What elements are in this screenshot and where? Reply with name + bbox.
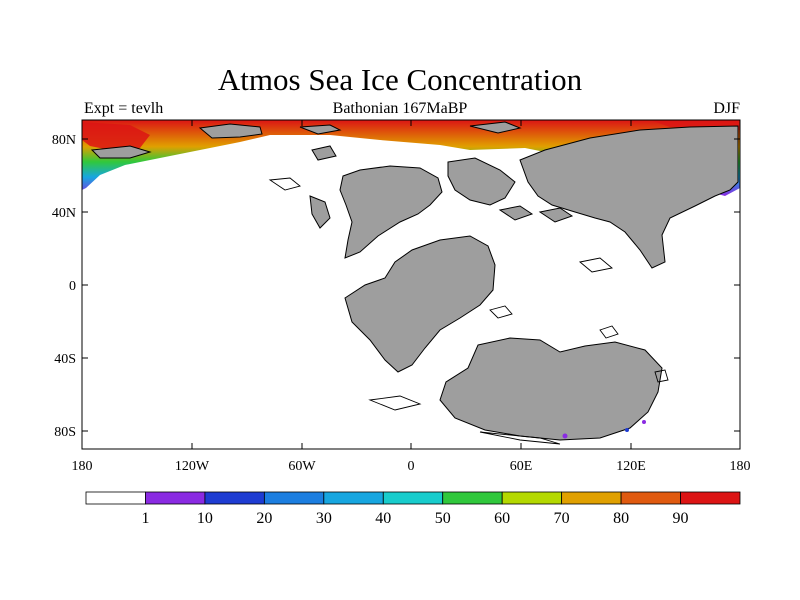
landmass-south-america-africa (344, 235, 496, 373)
colorbar-label-4: 40 (375, 510, 391, 527)
island-tethys-1 (498, 205, 534, 221)
shelf-outline-1 (268, 177, 301, 191)
colorbar-label-2: 20 (256, 510, 272, 527)
colorbar-box-5 (382, 491, 444, 505)
arctic-island-4 (469, 121, 522, 134)
lat-label-80n: 80N (52, 133, 76, 148)
experiment-label: Expt = tevlh (84, 100, 164, 117)
island-tethys-2 (538, 207, 574, 223)
map-content (82, 120, 740, 445)
sea-ice-band (82, 120, 740, 196)
shelf-outline-2 (368, 395, 422, 411)
colorbar-box-1 (145, 491, 206, 505)
shelf-outline-4 (578, 257, 614, 273)
lon-label-180w: 180 (72, 459, 93, 474)
colorbar-box-6 (442, 491, 503, 505)
arctic-island-1 (198, 123, 263, 139)
lat-axis (82, 138, 740, 432)
colorbar: 1 10 20 30 40 50 60 70 80 90 (85, 491, 741, 527)
lon-label-120e: 120E (616, 459, 646, 474)
colorbar-label-3: 30 (316, 510, 332, 527)
colorbar-label-6: 60 (494, 510, 510, 527)
colorbar-box-8 (561, 491, 622, 505)
landmass-north-america (339, 165, 443, 259)
colorbar-label-9: 90 (673, 510, 689, 527)
colorbar-label-5: 50 (435, 510, 451, 527)
lon-label-0: 0 (408, 459, 415, 474)
island-tethys-3 (311, 145, 337, 161)
colorbar-box-0 (85, 491, 146, 505)
shelf-outline-5 (489, 305, 513, 319)
sea-ice-red-west (82, 122, 150, 150)
colorbar-box-4 (323, 491, 384, 505)
map-title: Atmos Sea Ice Concentration (217, 62, 583, 97)
colorbar-box-3 (263, 491, 325, 505)
lon-label-60e: 60E (510, 459, 533, 474)
colorbar-box-9 (620, 491, 681, 505)
colorbar-box-10 (680, 491, 741, 505)
arctic-island-2 (90, 145, 152, 159)
season-label: DJF (713, 100, 740, 117)
landmass-eurasia (519, 125, 739, 269)
colorbar-label-0: 1 (141, 510, 149, 527)
shelf-outline-3 (479, 431, 561, 445)
landmass-europe (447, 157, 516, 206)
period-label: Bathonian 167MaBP (332, 100, 468, 117)
lon-label-120w: 120W (175, 459, 210, 474)
lat-label-40n: 40N (52, 206, 76, 221)
ice-spot-3 (642, 420, 646, 424)
lat-label-40s: 40S (54, 352, 76, 367)
ice-spot-1 (562, 433, 568, 439)
colorbar-label-1: 10 (197, 510, 213, 527)
colorbar-label-7: 70 (554, 510, 570, 527)
lon-label-180e: 180 (730, 459, 751, 474)
shelf-outline-6 (599, 325, 619, 339)
lon-axis (81, 120, 741, 449)
ice-spot-2 (625, 428, 629, 432)
landmass-antarctica-australia (439, 337, 663, 441)
lat-label-0: 0 (69, 279, 76, 294)
colorbar-box-2 (204, 491, 265, 505)
arctic-island-3 (299, 124, 342, 135)
lon-label-60w: 60W (288, 459, 316, 474)
colorbar-box-7 (501, 491, 563, 505)
shelf-outline-7 (654, 369, 669, 383)
colorbar-label-8: 80 (613, 510, 629, 527)
landmass-central-america (309, 195, 331, 229)
lat-label-80s: 80S (54, 425, 76, 440)
